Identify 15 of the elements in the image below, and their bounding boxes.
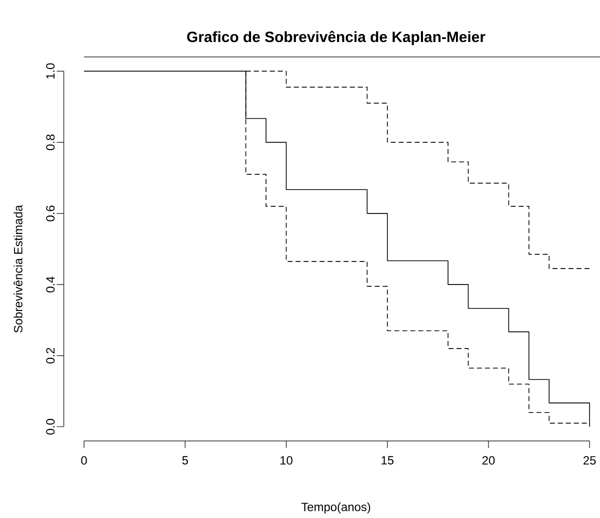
y-tick-label: 0.6 — [46, 206, 55, 222]
y-tick-label: 0.2 — [46, 348, 55, 364]
x-tick-label: 25 — [584, 456, 596, 465]
y-tick-label: 0.0 — [46, 418, 55, 435]
x-tick-label: 20 — [482, 456, 495, 465]
chart-title: Grafico de Sobrevivência de Kaplan-Meier — [187, 30, 486, 46]
x-tick-label: 5 — [182, 456, 188, 464]
x-axis-title: Tempo(anos) — [301, 502, 370, 514]
y-axis-title: Sobrevivência Estimada — [14, 204, 22, 333]
x-tick-label: 10 — [280, 456, 292, 465]
x-tick-label: 15 — [382, 456, 394, 464]
y-tick-label: 1.0 — [46, 63, 55, 79]
x-tick-label: 0 — [81, 456, 87, 465]
y-tick-label: 0.8 — [46, 134, 55, 150]
y-tick-label: 0.4 — [46, 276, 55, 292]
